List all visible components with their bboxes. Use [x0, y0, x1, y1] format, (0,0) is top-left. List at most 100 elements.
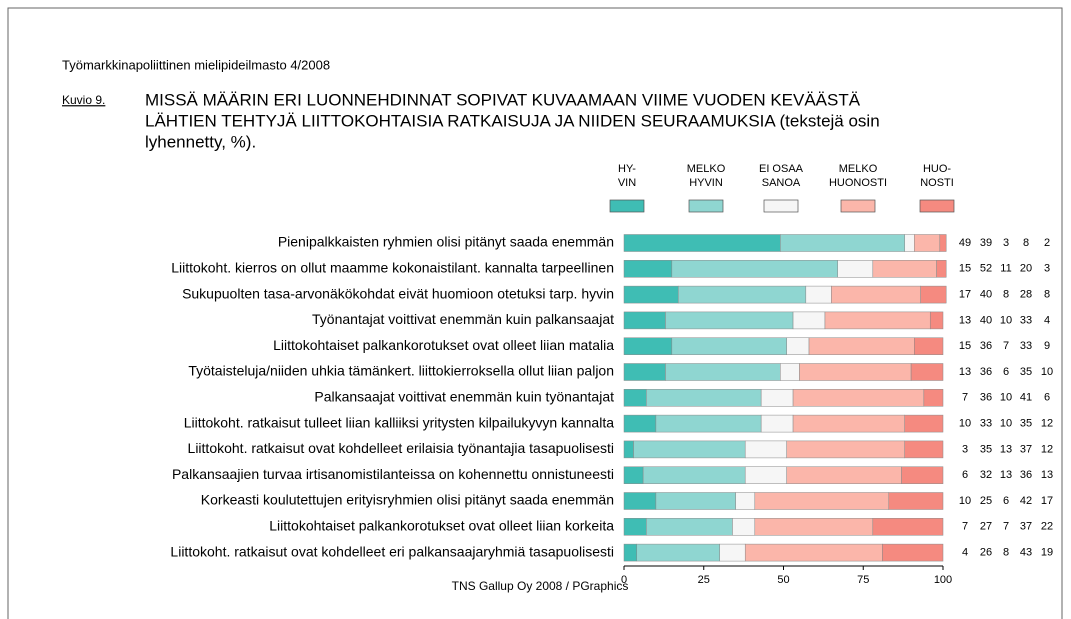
value-label: 13	[1000, 469, 1012, 481]
bar-segment	[623, 466, 644, 484]
bar-segment	[780, 363, 800, 381]
value-label: 8	[1003, 289, 1009, 301]
bar-segment	[633, 440, 746, 459]
value-label: 52	[980, 263, 992, 275]
legend-swatch	[688, 199, 724, 213]
category-label: Työtaisteluja/niiden uhkia tämänkert. li…	[188, 363, 614, 379]
legend-swatch	[840, 199, 876, 213]
value-label: 8	[1003, 547, 1009, 559]
value-label: 6	[962, 469, 968, 481]
category-label: Liittokoht. ratkaisut tulleet liian kall…	[184, 414, 615, 430]
bar-segment	[824, 311, 931, 330]
bar-segment	[923, 389, 944, 407]
value-label: 49	[959, 237, 971, 249]
bar-segment	[904, 440, 944, 459]
value-label: 39	[980, 237, 992, 249]
value-label: 40	[980, 289, 992, 301]
value-label: 11	[1000, 263, 1011, 275]
value-label: 41	[1020, 392, 1032, 404]
bar-segment	[646, 518, 733, 536]
value-label: 2	[1044, 237, 1050, 249]
legend-swatch	[763, 199, 799, 213]
value-label: 10	[959, 418, 971, 430]
chart-title: LÄHTIEN TEHTYJÄ LIITTOKOHTAISIA RATKAISU…	[145, 111, 880, 130]
bar-segment	[760, 389, 794, 407]
bar-segment	[623, 414, 657, 433]
bar-segment	[735, 492, 756, 510]
value-label: 13	[1041, 469, 1053, 481]
bar-segment	[744, 466, 787, 484]
value-label: 12	[1041, 443, 1053, 455]
value-label: 10	[1000, 314, 1012, 326]
x-tick-label: 75	[857, 574, 869, 586]
bar-segment	[799, 363, 912, 381]
bar-segment	[910, 363, 944, 381]
value-label: 10	[1000, 392, 1012, 404]
legend-label: EI OSAA SANOA	[758, 163, 804, 189]
value-label: 17	[959, 289, 971, 301]
x-tick-label: 0	[621, 574, 627, 586]
bar-segment	[760, 414, 794, 433]
bar-segment	[872, 518, 944, 536]
bar-segment	[623, 518, 647, 536]
header: Työmarkkinapoliittinen mielipideilmasto …	[62, 57, 330, 72]
value-label: 27	[980, 521, 992, 533]
chart-title: lyhennetty, %).	[145, 132, 256, 151]
bar-segment	[671, 337, 787, 355]
value-label: 22	[1041, 521, 1053, 533]
value-label: 10	[1041, 366, 1053, 378]
bar-segment	[914, 337, 944, 355]
bar-segment	[655, 414, 762, 433]
bar-segment	[642, 466, 746, 484]
value-label: 36	[1020, 469, 1032, 481]
value-label: 6	[1003, 495, 1009, 507]
legend-label: MELKO HUONOSTI	[828, 163, 888, 189]
x-tick-label: 50	[777, 574, 789, 586]
x-tick-label: 100	[934, 574, 952, 586]
bar-segment	[655, 492, 736, 510]
bar-segment	[623, 440, 634, 459]
bar-segment	[936, 260, 947, 278]
value-label: 7	[962, 392, 968, 404]
bar-segment	[623, 311, 666, 330]
bar-segment	[665, 363, 781, 381]
value-label: 3	[1044, 263, 1050, 275]
value-label: 33	[1020, 340, 1032, 352]
bar-segment	[744, 543, 883, 562]
value-label: 20	[1020, 263, 1032, 275]
value-label: 10	[959, 495, 971, 507]
category-label: Sukupuolten tasa-arvonäkökohdat eivät hu…	[182, 285, 614, 301]
bar-segment	[623, 363, 666, 381]
bar-segment	[882, 543, 944, 562]
bar-segment	[623, 285, 679, 304]
value-label: 37	[1020, 443, 1032, 455]
value-label: 3	[962, 443, 968, 455]
value-label: 6	[1044, 392, 1050, 404]
bar-segment	[623, 492, 657, 510]
category-label: Liittokohtaiset palkankorotukset ovat ol…	[273, 337, 614, 353]
bar-segment	[665, 311, 794, 330]
value-label: 13	[959, 366, 971, 378]
value-label: 3	[1003, 237, 1009, 249]
legend-label: HY- VIN	[617, 163, 637, 189]
value-label: 7	[1003, 521, 1009, 533]
value-label: 8	[1044, 289, 1050, 301]
category-label: Liittokohtaiset palkankorotukset ovat ol…	[269, 518, 614, 534]
bar-segment	[901, 466, 944, 484]
category-label: Pienipalkkaisten ryhmien olisi pitänyt s…	[278, 234, 614, 250]
bar-segment	[831, 285, 921, 304]
bar-segment	[623, 260, 673, 278]
value-label: 26	[980, 547, 992, 559]
bar-segment	[636, 543, 720, 562]
source: TNS Gallup Oy 2008 / PGraphics	[452, 579, 629, 593]
category-label: Liittokoht. kierros on ollut maamme koko…	[171, 260, 614, 276]
category-label: Palkansaajat voittivat enemmän kuin työn…	[314, 389, 614, 405]
bar-segment	[623, 337, 673, 355]
value-label: 15	[959, 340, 971, 352]
bar-segment	[786, 440, 905, 459]
legend-swatch	[609, 199, 645, 213]
value-label: 25	[980, 495, 992, 507]
bar-segment	[754, 518, 874, 536]
bar-segment	[754, 492, 890, 510]
